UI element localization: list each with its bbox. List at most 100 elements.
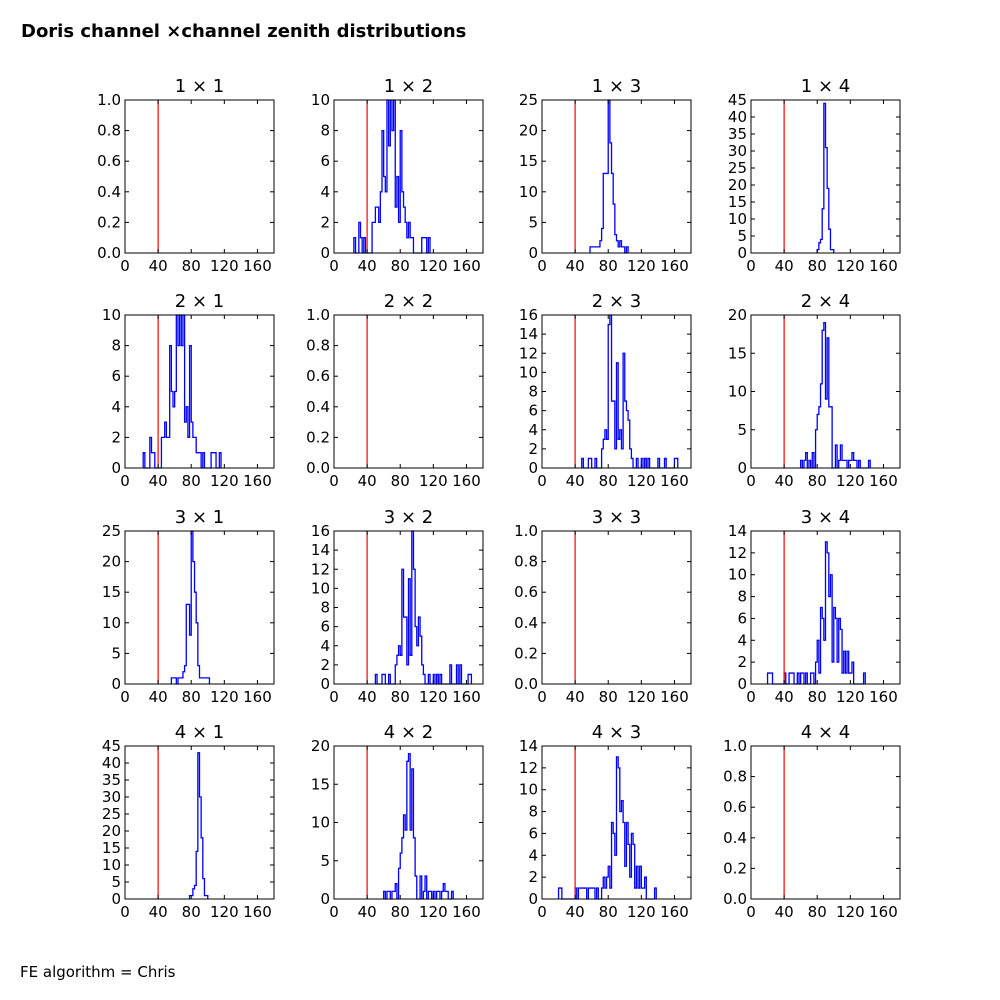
x-tick-label: 160 — [243, 903, 272, 921]
y-tick-label: 0.0 — [514, 675, 538, 693]
subplot-title: 1 × 3 — [592, 76, 641, 97]
y-tick-label: 20 — [728, 306, 747, 324]
y-tick-label: 10 — [311, 579, 330, 597]
subplot-title: 2 × 2 — [384, 291, 433, 312]
subplot-title: 2 × 4 — [801, 291, 850, 312]
x-tick-label: 40 — [566, 903, 585, 921]
x-tick-label: 40 — [566, 688, 585, 706]
x-tick-label: 120 — [210, 688, 239, 706]
y-tick-label: 0.2 — [723, 859, 747, 877]
y-tick-label: 0.4 — [723, 829, 747, 847]
x-tick-label: 80 — [182, 903, 201, 921]
histogram-series — [800, 322, 871, 469]
x-tick-label: 160 — [869, 903, 898, 921]
subplot-title: 3 × 3 — [592, 507, 641, 528]
y-tick-label: 2 — [320, 656, 330, 674]
histogram-series — [816, 102, 835, 253]
x-tick-label: 40 — [566, 472, 585, 490]
y-tick-label: 0.6 — [723, 798, 747, 816]
y-tick-label: 15 — [311, 775, 330, 793]
x-tick-label: 80 — [182, 257, 201, 275]
axes-frame — [333, 745, 484, 900]
axes-frame — [541, 745, 692, 900]
histogram-series — [170, 530, 211, 685]
subplot-2x4: 2 × 4 0 40 80 120 160 0 5 10 15 20 — [728, 291, 901, 490]
x-tick-label: 80 — [599, 472, 618, 490]
y-tick-label: 10 — [519, 183, 538, 201]
axes-frame — [750, 530, 901, 685]
x-tick-label: 0 — [746, 903, 756, 921]
x-tick-label: 80 — [391, 688, 410, 706]
y-tick-label: 1.0 — [723, 737, 747, 755]
x-tick-label: 160 — [452, 903, 481, 921]
histogram-series — [142, 314, 222, 469]
y-tick-label: 15 — [519, 152, 538, 170]
y-tick-label: 0 — [737, 244, 747, 262]
subplot-title: 2 × 3 — [592, 291, 641, 312]
figure-title: Doris channel ×channel zenith distributi… — [21, 21, 466, 42]
y-tick-label: 35 — [102, 771, 121, 789]
x-tick-label: 120 — [419, 472, 448, 490]
y-tick-label: 0.0 — [306, 459, 330, 477]
x-tick-label: 80 — [808, 472, 827, 490]
subplot-title: 1 × 2 — [384, 76, 433, 97]
x-tick-label: 80 — [808, 688, 827, 706]
x-tick-label: 160 — [452, 472, 481, 490]
subplot-title: 4 × 2 — [384, 722, 433, 743]
y-tick-label: 10 — [519, 363, 538, 381]
y-tick-label: 14 — [519, 325, 538, 343]
axes-frame — [750, 745, 901, 900]
y-tick-label: 0.2 — [97, 213, 121, 231]
y-tick-label: 20 — [102, 822, 121, 840]
y-tick-label: 0 — [111, 459, 121, 477]
subplot-title: 2 × 1 — [175, 291, 224, 312]
x-tick-label: 120 — [419, 688, 448, 706]
subplot-title: 4 × 4 — [801, 722, 850, 743]
axes-frame — [124, 745, 275, 900]
x-tick-label: 160 — [869, 257, 898, 275]
y-tick-label: 15 — [102, 583, 121, 601]
x-tick-label: 160 — [452, 257, 481, 275]
x-tick-label: 80 — [182, 688, 201, 706]
x-tick-label: 160 — [243, 688, 272, 706]
x-tick-label: 0 — [537, 257, 547, 275]
x-tick-label: 120 — [836, 688, 865, 706]
y-tick-label: 5 — [737, 227, 747, 245]
x-tick-label: 80 — [599, 257, 618, 275]
x-tick-label: 40 — [149, 688, 168, 706]
y-tick-label: 0 — [528, 459, 538, 477]
y-tick-label: 8 — [528, 803, 538, 821]
y-tick-label: 5 — [111, 873, 121, 891]
subplot-1x1: 1 × 1 0 40 80 120 160 0.0 0.2 0.4 0.6 0.8 1.0 — [97, 76, 275, 275]
y-tick-label: 4 — [111, 398, 121, 416]
y-tick-label: 0.8 — [306, 337, 330, 355]
y-tick-label: 12 — [728, 544, 747, 562]
y-tick-label: 0 — [737, 675, 747, 693]
histogram-series — [374, 530, 473, 685]
y-tick-label: 25 — [102, 805, 121, 823]
y-tick-label: 5 — [528, 213, 538, 231]
histogram-series — [353, 99, 431, 254]
subplot-3x4: 3 × 4 0 40 80 120 160 0 2 4 6 8 10 12 14 — [728, 507, 901, 706]
x-tick-label: 40 — [358, 688, 377, 706]
x-tick-label: 0 — [746, 688, 756, 706]
y-tick-label: 14 — [519, 737, 538, 755]
y-tick-label: 16 — [519, 306, 538, 324]
x-tick-label: 80 — [391, 257, 410, 275]
axes-frame — [124, 99, 275, 254]
y-tick-label: 5 — [737, 421, 747, 439]
x-tick-label: 160 — [869, 688, 898, 706]
x-tick-label: 0 — [746, 472, 756, 490]
y-tick-label: 0.4 — [97, 183, 121, 201]
histogram-series — [188, 752, 209, 899]
histogram-series — [383, 753, 454, 900]
y-tick-label: 6 — [528, 824, 538, 842]
y-tick-label: 10 — [311, 91, 330, 109]
x-tick-label: 160 — [243, 472, 272, 490]
x-tick-label: 120 — [210, 257, 239, 275]
y-tick-label: 40 — [728, 108, 747, 126]
x-tick-label: 120 — [836, 472, 865, 490]
y-tick-label: 4 — [528, 846, 538, 864]
